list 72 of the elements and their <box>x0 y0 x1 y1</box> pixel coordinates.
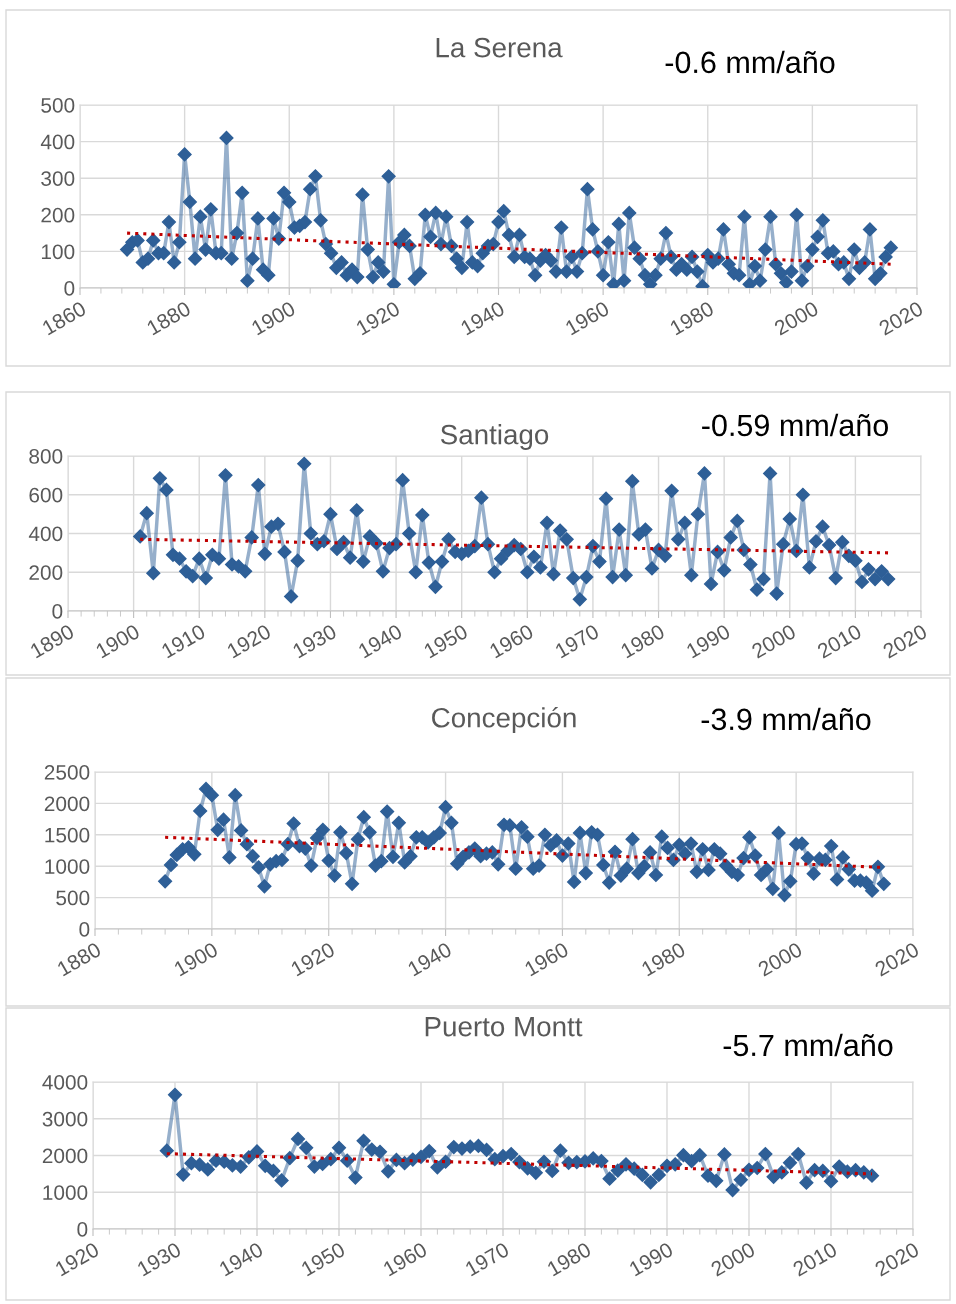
x-tick-label: 1950 <box>300 1241 346 1277</box>
y-tick-label: 1000 <box>43 1185 88 1200</box>
y-tick-label: 300 <box>41 171 75 186</box>
y-tick-label: 1500 <box>45 827 90 843</box>
x-tick-label: 2020 <box>882 623 928 659</box>
x-tick-label: 2010 <box>792 1241 838 1277</box>
chart-title: La Serena <box>436 37 563 58</box>
x-tick-label: 1900 <box>95 623 141 659</box>
x-tick-label: 1980 <box>669 300 715 336</box>
x-tick-label: 1960 <box>523 941 570 977</box>
x-tick-label: 1980 <box>546 1241 592 1277</box>
x-tick-label: 1940 <box>460 300 506 336</box>
y-tick-label: 400 <box>28 526 63 542</box>
x-tick-label: 2020 <box>878 300 924 336</box>
y-tick-label: 400 <box>40 134 75 150</box>
text: -0.59 mm/año <box>702 413 888 437</box>
y-tick-label: 0 <box>77 1222 88 1237</box>
y-tick-label: 2000 <box>42 1148 88 1164</box>
x-tick-label: 2020 <box>874 941 920 977</box>
y-tick-label: 200 <box>41 207 75 223</box>
x-tick-label: 2020 <box>874 1241 920 1277</box>
x-tick-label: 1930 <box>291 623 338 659</box>
y-tick-label: 200 <box>29 565 63 580</box>
text: -5.7 mm/año <box>723 1033 893 1057</box>
x-tick-label: 2010 <box>816 623 863 659</box>
x-tick-label: 2000 <box>773 300 820 336</box>
text: -0.6 mm/año <box>665 50 835 74</box>
x-tick-label: 1970 <box>554 623 600 659</box>
chart-title: Puerto Montt <box>425 1017 583 1037</box>
x-tick-label: 1880 <box>146 300 192 336</box>
x-tick-label: 1980 <box>620 623 666 659</box>
x-tick-label: 1990 <box>628 1241 674 1277</box>
y-tick-label: 3000 <box>42 1111 88 1127</box>
x-tick-label: 1930 <box>136 1241 182 1277</box>
x-tick-label: 1940 <box>407 941 453 977</box>
x-tick-label: 1960 <box>564 300 611 336</box>
x-tick-label: 1900 <box>250 300 297 336</box>
y-tick-label: 0 <box>64 281 75 296</box>
x-tick-label: 1950 <box>423 623 469 659</box>
y-tick-label: 2500 <box>44 765 90 780</box>
y-tick-label: 4000 <box>42 1075 88 1090</box>
y-tick-label: 600 <box>29 487 63 503</box>
x-tick-label: 1890 <box>29 623 75 659</box>
x-tick-label: 1900 <box>173 941 219 977</box>
x-tick-label: 1880 <box>56 941 102 977</box>
x-tick-label: 1860 <box>41 300 87 336</box>
x-tick-label: 1960 <box>382 1241 428 1277</box>
x-tick-label: 1910 <box>160 623 207 659</box>
x-tick-label: 2000 <box>710 1241 756 1277</box>
y-tick-label: 500 <box>41 98 75 113</box>
chart-title: Concepción <box>432 706 576 734</box>
text: -3.9 mm/año <box>701 707 871 731</box>
x-tick-label: 1980 <box>640 941 687 977</box>
x-tick-label: 1920 <box>290 941 336 977</box>
y-tick-label: 0 <box>79 922 90 937</box>
x-tick-label: 1960 <box>488 623 535 659</box>
x-tick-label: 1940 <box>218 1241 264 1277</box>
y-tick-label: 500 <box>56 890 90 906</box>
x-tick-label: 1920 <box>226 623 272 659</box>
y-tick-label: 100 <box>41 244 75 260</box>
chart-title: Santiago <box>440 424 549 450</box>
x-tick-label: 1920 <box>54 1241 100 1277</box>
x-tick-label: 2000 <box>750 623 797 659</box>
x-tick-label: 2000 <box>757 941 804 977</box>
y-tick-label: 0 <box>52 604 63 619</box>
y-tick-label: 2000 <box>44 796 90 812</box>
x-tick-label: 1920 <box>355 300 401 336</box>
x-tick-label: 1990 <box>685 623 732 659</box>
y-tick-label: 800 <box>29 449 63 464</box>
x-tick-label: 1970 <box>464 1241 510 1277</box>
y-tick-label: 1000 <box>45 859 90 874</box>
x-tick-label: 1940 <box>357 623 404 659</box>
